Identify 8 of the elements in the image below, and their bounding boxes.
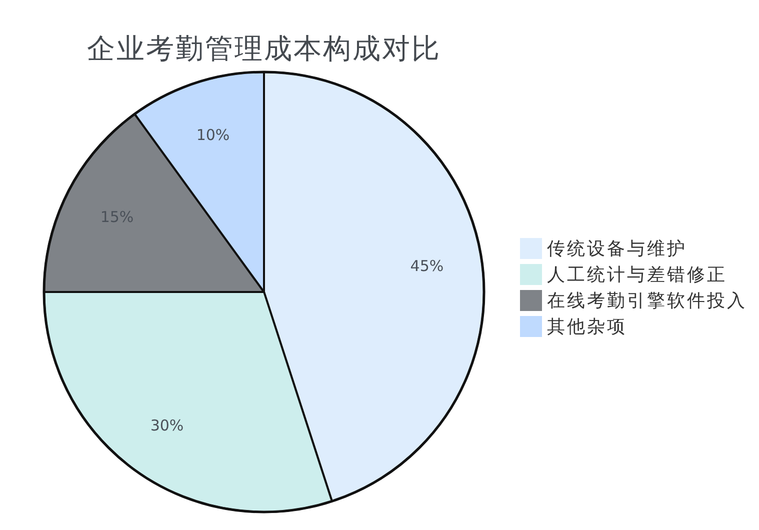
- data-label: 10%: [196, 126, 230, 144]
- legend-label: 在线考勤引擎软件投入: [547, 290, 747, 312]
- data-label: 30%: [150, 416, 184, 434]
- legend-label: 人工统计与差错修正: [547, 264, 727, 286]
- legend-label: 传统设备与维护: [547, 238, 687, 260]
- legend-label: 其他杂项: [547, 316, 627, 338]
- data-label: 45%: [410, 257, 444, 276]
- chart-title: 企业考勤管理成本构成对比: [87, 32, 441, 65]
